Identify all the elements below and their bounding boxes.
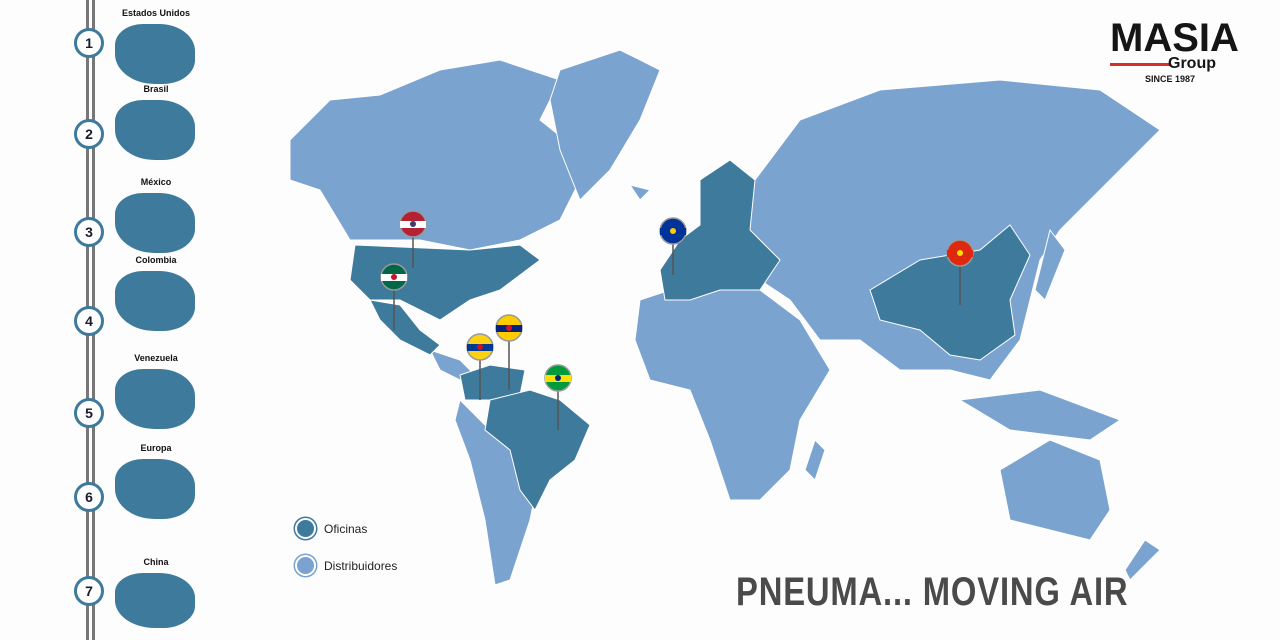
mexico-flag-pin [380, 263, 408, 330]
brazil-flag-pin [544, 364, 572, 430]
brazil-office [484, 389, 591, 511]
flag-emblem [391, 274, 397, 280]
step-label: Venezuela [134, 353, 178, 363]
europe-office [659, 159, 781, 301]
new-zealand [1124, 539, 1161, 581]
masia-logo: MASIA Group SINCE 1987 [1110, 16, 1245, 84]
step-6: 6 [74, 482, 104, 512]
step-label: Brasil [143, 84, 169, 94]
country-silhouette [115, 100, 195, 160]
brand-since: SINCE 1987 [1145, 74, 1196, 84]
mexico-office [369, 299, 441, 356]
africa [634, 279, 831, 501]
madagascar [804, 439, 826, 481]
distributors-swatch [295, 555, 316, 576]
eu-flag-pin [659, 217, 687, 275]
slogan: PNEUMA... MOVING AIR [736, 570, 1129, 614]
step-label: México [140, 177, 172, 187]
legend-distributors: Distribuidores [295, 555, 397, 576]
asia-distributors [739, 79, 1161, 381]
legend-offices: Oficinas [295, 518, 367, 539]
country-silhouette [115, 369, 195, 429]
step-1: 1 [74, 28, 104, 58]
flag-emblem [410, 221, 416, 227]
brand-name: MASIA [1110, 16, 1239, 60]
usa-flag-pin [399, 210, 427, 268]
flag-emblem [957, 250, 963, 256]
step-label: Europa [140, 443, 172, 453]
australia [999, 439, 1111, 541]
step-5: 5 [74, 398, 104, 428]
flag-emblem [555, 375, 561, 381]
country-silhouette [115, 193, 195, 253]
step-2: 2 [74, 119, 104, 149]
step-7: 7 [74, 576, 104, 606]
offices-swatch [295, 518, 316, 539]
brand-sub: Group [1168, 55, 1216, 72]
step-label: Colombia [135, 255, 177, 265]
china-flag-pin [946, 239, 974, 305]
step-label: Estados Unidos [121, 8, 190, 18]
flag-emblem [506, 325, 512, 331]
country-silhouette [115, 271, 195, 331]
north-america-distributors [289, 59, 591, 251]
japan [1034, 228, 1066, 301]
southeast-asia-islands [958, 389, 1122, 441]
legend-distributors-label: Distribuidores [324, 558, 398, 573]
venezuela-flag-pin [495, 314, 523, 390]
legend-offices-label: Oficinas [324, 521, 368, 536]
step-3: 3 [74, 217, 104, 247]
flag-emblem [477, 344, 483, 350]
greenland [549, 49, 661, 201]
iceland [628, 184, 651, 201]
step-label: China [143, 557, 169, 567]
flag-emblem [670, 228, 676, 234]
country-silhouette [115, 24, 195, 84]
step-4: 4 [74, 306, 104, 336]
country-silhouette [115, 573, 195, 628]
country-silhouette [115, 459, 195, 519]
colombia-flag-pin [466, 333, 494, 400]
logo-red-bar [1110, 63, 1170, 66]
